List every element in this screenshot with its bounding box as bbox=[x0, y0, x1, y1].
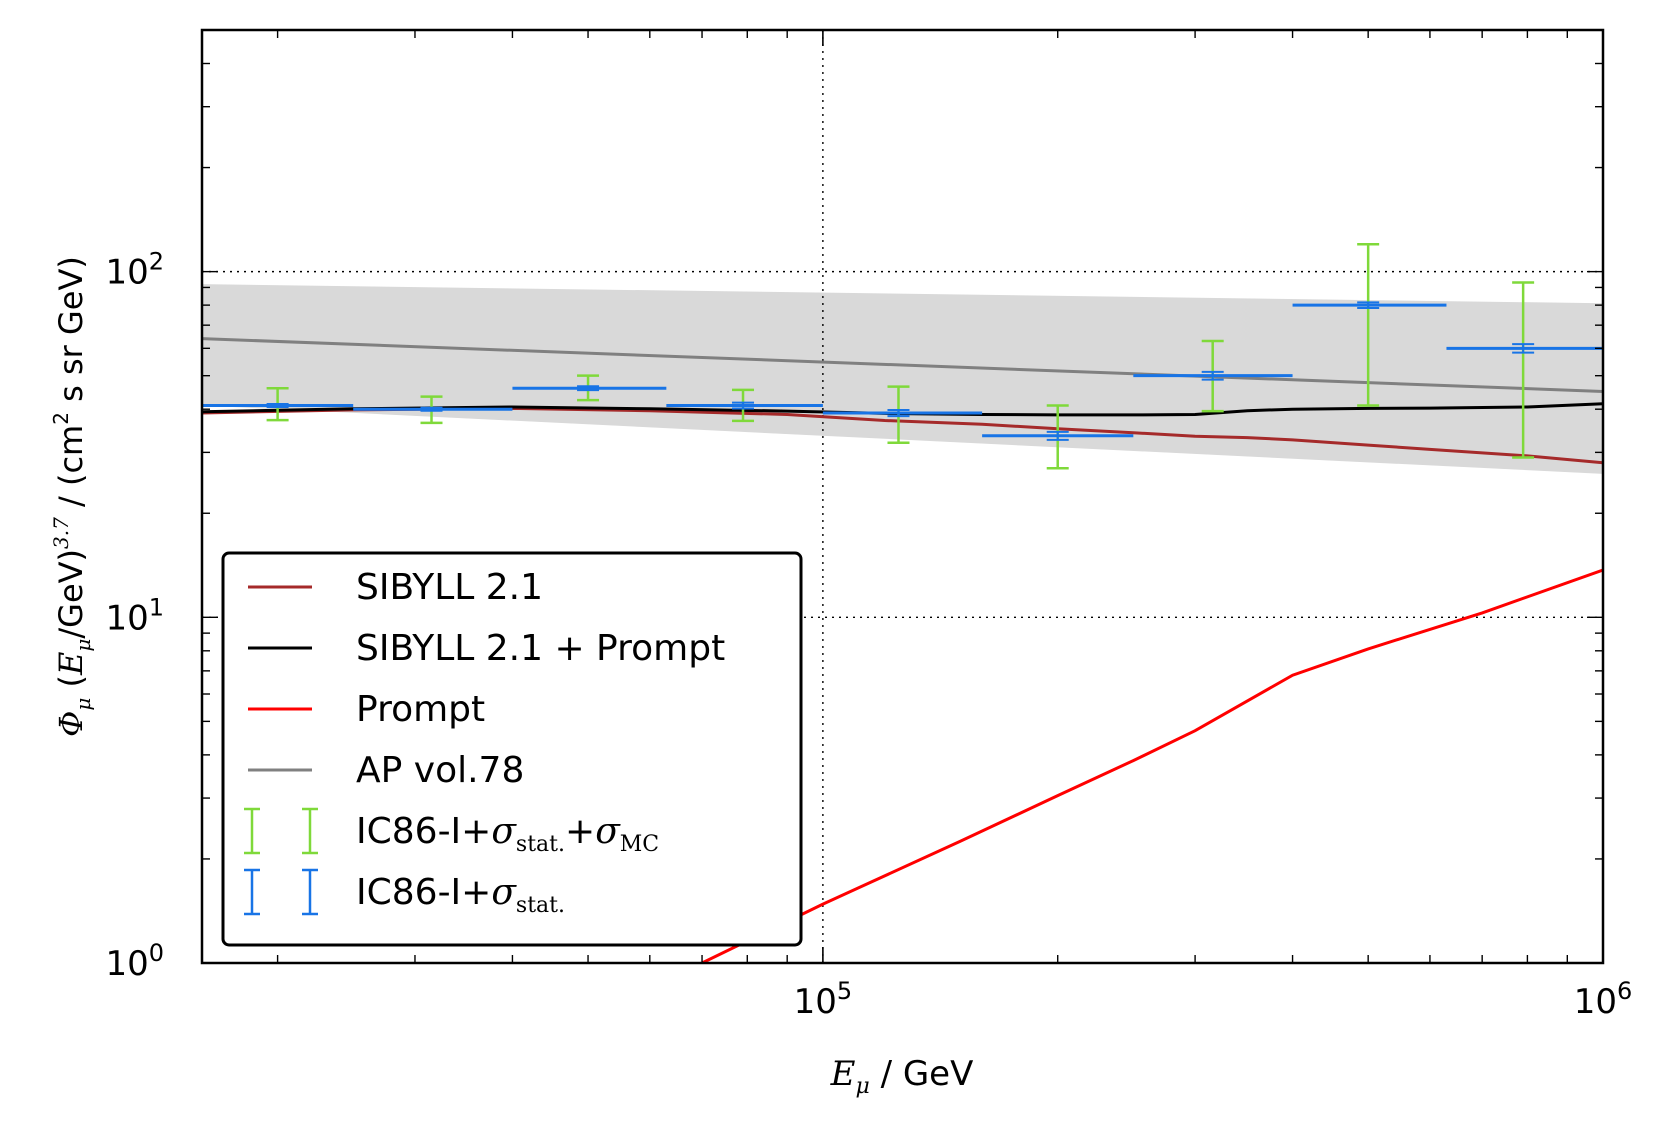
legend-item-0: SIBYLL 2.1 bbox=[248, 567, 543, 608]
y-axis-label-unit-end: s sr GeV) bbox=[52, 256, 90, 412]
x-axis-label-sub: μ bbox=[855, 1074, 869, 1099]
errorbar-stat-7 bbox=[1292, 301, 1447, 309]
legend-label-text: IC86-I+ bbox=[356, 872, 491, 913]
y-tick-label-1: 101 bbox=[105, 593, 164, 638]
legend-label-plus: + bbox=[565, 811, 595, 852]
x-tick-label-exp: 5 bbox=[837, 977, 852, 1005]
errorbar-layer bbox=[202, 243, 1603, 470]
x-tick-label-0: 105 bbox=[794, 977, 853, 1022]
errorbar-syst-8 bbox=[1512, 281, 1535, 459]
x-tick-label-exp: 6 bbox=[1617, 977, 1632, 1005]
x-axis-label-unit: / GeV bbox=[870, 1054, 974, 1094]
y-axis-label: Φμ (Eμ/GeV)3.7 / (cm2 s sr GeV) bbox=[49, 256, 95, 737]
y-axis-label-phi-sub: μ bbox=[71, 698, 95, 711]
series-line-ap-vol-78 bbox=[202, 337, 1603, 393]
x-tick-label-base: 10 bbox=[1574, 982, 1617, 1022]
y-tick-label-base: 10 bbox=[105, 598, 148, 638]
errorbar-stat-0 bbox=[202, 403, 354, 408]
legend-item-5: IC86-I+σstat. bbox=[244, 868, 565, 918]
x-axis-label: Eμ / GeV bbox=[830, 1054, 974, 1099]
legend-label-sub: stat. bbox=[516, 893, 565, 918]
legend-label: AP vol.78 bbox=[356, 750, 524, 791]
errorbar-stat-5 bbox=[982, 430, 1134, 441]
y-axis-label-exp: 3.7 bbox=[49, 517, 73, 549]
y-axis-label-paren: ( bbox=[52, 675, 90, 698]
errorbar-stat-6 bbox=[1133, 370, 1293, 381]
legend-label-text: Prompt bbox=[356, 689, 485, 730]
legend-item-4: IC86-I+σstat.+σMC bbox=[244, 807, 659, 857]
legend-label: SIBYLL 2.1 bbox=[356, 567, 543, 608]
legend-label-text: IC86-I+ bbox=[356, 811, 491, 852]
errorbar-stat-4 bbox=[822, 408, 983, 418]
legend-label-text: AP vol.78 bbox=[356, 750, 524, 791]
errorbar-stat-2 bbox=[512, 385, 667, 392]
y-tick-label-base: 10 bbox=[105, 944, 148, 984]
y-tick-label-exp: 2 bbox=[149, 248, 164, 276]
legend: SIBYLL 2.1 SIBYLL 2.1 + Prompt Prompt AP vo… bbox=[221, 551, 803, 947]
legend-item-2: Prompt bbox=[248, 689, 485, 730]
y-tick-label-exp: 1 bbox=[149, 593, 164, 621]
y-axis-label-var-sub: μ bbox=[71, 639, 95, 652]
legend-label-sub2: MC bbox=[620, 832, 659, 857]
legend-label-sigma2: σ bbox=[595, 811, 621, 852]
series-layer bbox=[202, 337, 1603, 963]
series-line-sibyll-2-1-prompt bbox=[202, 402, 1603, 417]
y-tick-label-0: 100 bbox=[105, 939, 164, 984]
legend-item-1: SIBYLL 2.1 + Prompt bbox=[248, 628, 725, 669]
y-tick-label-base: 10 bbox=[105, 253, 148, 293]
y-axis-label-mid: /GeV) bbox=[52, 549, 90, 639]
x-axis-label-var: E bbox=[830, 1054, 856, 1094]
legend-label-text: SIBYLL 2.1 + Prompt bbox=[356, 628, 725, 669]
y-tick-label-exp: 0 bbox=[149, 939, 164, 967]
y-axis-label-var: E bbox=[52, 652, 90, 676]
y-tick-label-2: 102 bbox=[105, 248, 164, 293]
tick-layer bbox=[202, 29, 1604, 964]
y-axis-label-unit-exp: 2 bbox=[49, 412, 73, 425]
x-tick-label-1: 106 bbox=[1574, 977, 1633, 1022]
legend-label-sigma: σ bbox=[491, 872, 517, 913]
uncertainty-band bbox=[202, 284, 1603, 474]
legend-label-text: SIBYLL 2.1 bbox=[356, 567, 543, 608]
errorbar-syst-7 bbox=[1357, 243, 1380, 407]
series-line-sibyll-2-1 bbox=[202, 406, 1603, 465]
legend-item-3: AP vol.78 bbox=[248, 750, 524, 791]
legend-label: SIBYLL 2.1 + Prompt bbox=[356, 628, 725, 669]
y-axis-label-phi: Φ bbox=[52, 711, 90, 737]
x-tick-label-base: 10 bbox=[794, 982, 837, 1022]
errorbar-stat-1 bbox=[353, 406, 513, 412]
legend-label: IC86-I+σstat.+σMC bbox=[356, 811, 659, 857]
errorbar-stat-8 bbox=[1446, 343, 1603, 354]
errorbar-stat-3 bbox=[666, 401, 823, 410]
legend-label: IC86-I+σstat. bbox=[356, 872, 565, 918]
plot-frame bbox=[200, 28, 1605, 965]
legend-label-sub: stat. bbox=[516, 832, 565, 857]
series-line-prompt bbox=[701, 568, 1603, 963]
legend-label-sigma: σ bbox=[491, 811, 517, 852]
legend-label: Prompt bbox=[356, 689, 485, 730]
y-axis-label-unit: / (cm bbox=[52, 425, 90, 517]
legend-box bbox=[221, 551, 803, 947]
confidence-band-layer bbox=[202, 284, 1603, 474]
